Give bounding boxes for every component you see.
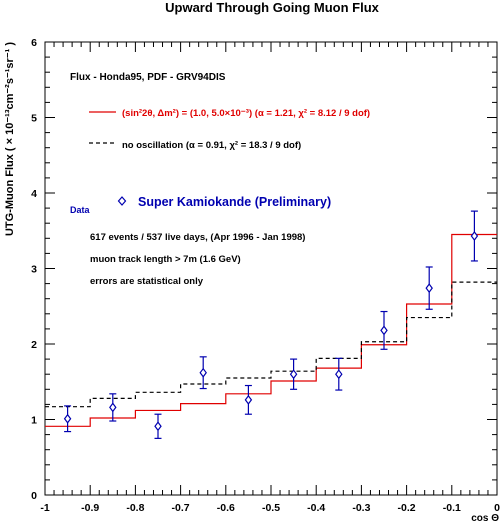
y-tick-label: 6 xyxy=(31,37,37,49)
x-axis: -1 -0.9 -0.8 -0.7 -0.6 -0.5 -0.4 -0.3 -0.2 -0.1 0 xyxy=(40,42,500,514)
data-point xyxy=(199,356,207,390)
data-label: Data xyxy=(70,205,91,215)
flux-annotation: Flux - Honda95, PDF - GRV94DIS xyxy=(70,72,226,83)
data-point xyxy=(244,384,253,415)
data-point xyxy=(380,310,388,350)
data-legend-marker xyxy=(117,196,127,206)
y-axis-label: UTG-Muon Flux ( × 10⁻¹³cm⁻²s⁻¹sr⁻¹ ) xyxy=(4,42,16,236)
y-tick-label: 4 xyxy=(31,188,37,200)
x-tick-label: -0.7 xyxy=(172,502,190,514)
no-oscillation-legend-label: no oscillation (α = 0.91, χ² = 18.3 / 9 … xyxy=(122,140,301,151)
data-marker xyxy=(380,325,388,336)
x-tick-label: -0.8 xyxy=(126,502,144,514)
data-marker xyxy=(63,413,72,424)
x-tick-label: -0.9 xyxy=(81,502,99,514)
oscillation-legend-label: (sin²2θ, Δm²) = (1.0, 5.0×10⁻³) (α = 1.2… xyxy=(122,108,370,119)
no-oscillation-histogram xyxy=(45,281,497,408)
x-tick-label: -0.5 xyxy=(262,502,280,514)
x-tick-label: -0.2 xyxy=(398,502,416,514)
data-point xyxy=(154,413,162,439)
y-tick-label: 0 xyxy=(31,490,37,502)
data-marker xyxy=(154,421,162,432)
data-marker xyxy=(335,369,343,380)
data-marker xyxy=(470,231,479,242)
chart-title: Upward Through Going Muon Flux xyxy=(165,0,380,15)
info-errors: errors are statistical only xyxy=(90,276,204,287)
y-axis: 0 1 2 3 4 5 6 xyxy=(31,37,497,502)
info-track-length: muon track length > 7m (1.6 GeV) xyxy=(90,254,241,265)
x-tick-label: -0.1 xyxy=(443,502,461,514)
series-layer xyxy=(45,210,497,439)
y-tick-label: 5 xyxy=(31,113,37,125)
data-point xyxy=(109,393,117,422)
data-legend-label: Super Kamiokande (Preliminary) xyxy=(138,195,331,209)
data-point xyxy=(425,266,433,310)
x-tick-label: -0.4 xyxy=(307,502,325,514)
x-tick-label: -0.3 xyxy=(352,502,370,514)
data-marker xyxy=(109,402,117,413)
x-axis-label: cos Θ xyxy=(471,513,499,524)
oscillation-histogram xyxy=(45,233,497,427)
info-events: 617 events / 537 live days, (Apr 1996 - … xyxy=(90,232,305,243)
data-point xyxy=(63,405,72,433)
data-marker xyxy=(244,394,253,405)
data-point xyxy=(289,358,298,390)
x-tick-label: 0 xyxy=(494,502,500,514)
x-tick-label: -0.6 xyxy=(217,502,235,514)
y-tick-label: 1 xyxy=(31,415,37,427)
data-point xyxy=(335,357,343,391)
data-point xyxy=(470,210,479,262)
y-tick-label: 2 xyxy=(31,339,37,351)
y-tick-label: 3 xyxy=(31,264,37,276)
x-tick-label: -1 xyxy=(40,502,49,514)
data-marker xyxy=(289,369,298,380)
data-marker xyxy=(199,367,207,378)
data-marker xyxy=(425,283,433,294)
